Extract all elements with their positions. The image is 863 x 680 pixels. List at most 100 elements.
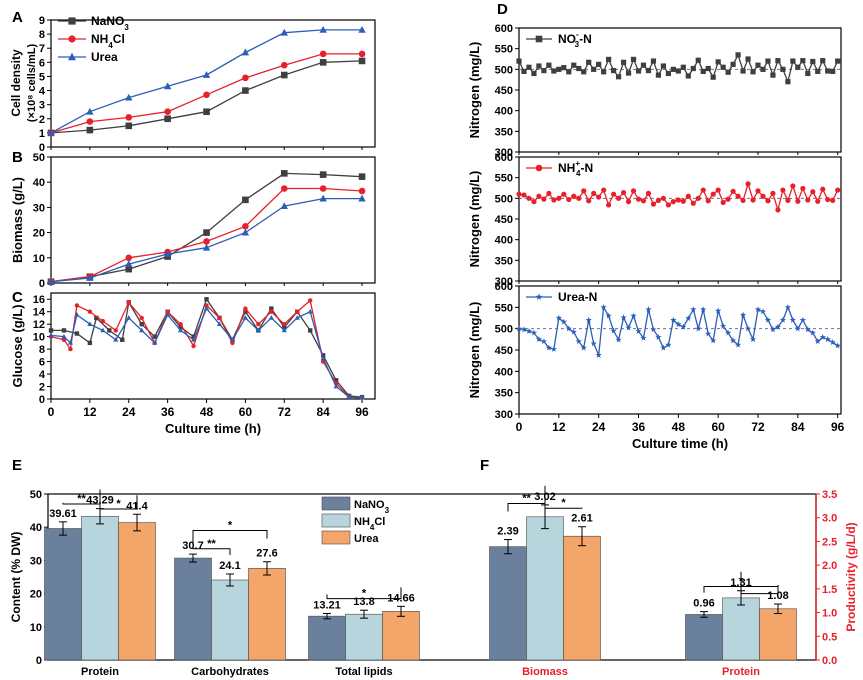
legend-label-after: -N <box>580 161 593 175</box>
y2-tick-label: 0.0 <box>822 655 837 667</box>
data-point-urea <box>319 25 327 33</box>
data-point-nh4cl <box>630 188 637 194</box>
data-point-nano3 <box>810 58 816 65</box>
data-point-urea <box>320 355 326 361</box>
data-point-nh4cl <box>100 318 106 324</box>
data-point-urea <box>280 202 288 210</box>
legend-label: NH+ 4-N <box>558 159 593 178</box>
data-point-urea <box>575 338 582 345</box>
data-point-urea <box>202 243 211 251</box>
data-label: 39.61 <box>49 508 77 520</box>
data-point-nh4cl <box>700 187 706 193</box>
data-point-nano3 <box>655 72 662 78</box>
y-tick-label: 6 <box>39 57 45 69</box>
data-point-nano3 <box>770 72 776 78</box>
data-point-nano3 <box>107 328 112 333</box>
significance-bracket <box>99 489 138 510</box>
legend-swatch-bar_nh4cl <box>321 513 351 528</box>
series-line-nano3 <box>518 53 839 84</box>
bar-bar_nano3 <box>44 528 82 661</box>
data-point-nh4cl <box>280 61 288 69</box>
significance-bracket <box>192 535 231 556</box>
data-point-nano3 <box>700 68 706 74</box>
data-point-urea <box>359 394 365 400</box>
data-point-urea <box>281 327 287 333</box>
legend-marker-urea <box>68 52 76 61</box>
legend-label-sup: - <box>576 30 579 39</box>
data-point-nh4cl <box>546 190 552 196</box>
data-point-nano3 <box>320 353 326 358</box>
significance-label: ** <box>77 493 86 505</box>
legend-label-text: NaNO <box>91 14 124 28</box>
data-point-nh4cl <box>795 198 801 204</box>
category-label: Protein <box>81 666 119 678</box>
y-tick-label: 400 <box>495 235 513 247</box>
panel-d3: 300 350 400 450 500 550 600 0 12 24 36 48 60 72 84 96 Cu… <box>495 281 845 451</box>
series-line-nano3 <box>50 172 363 283</box>
data-point-nh4cl <box>242 223 249 230</box>
data-point-urea <box>690 306 697 313</box>
y-tick-label: 400 <box>495 106 513 118</box>
data-point-nano3 <box>561 65 567 71</box>
data-point-urea <box>346 394 352 399</box>
significance-bracket <box>740 571 779 595</box>
data-point-nano3 <box>551 68 557 74</box>
data-point-nh4cl <box>770 190 776 196</box>
legend-label-text: NaNO <box>354 499 385 511</box>
panel-b: 0 10 20 30 40 50 <box>33 152 376 290</box>
data-point-urea <box>178 327 184 333</box>
data-point-nano3 <box>280 170 288 177</box>
data-point-nh4cl <box>191 343 196 349</box>
data-point-urea <box>640 334 647 341</box>
data-point-urea <box>610 327 617 334</box>
data-point-nano3 <box>280 71 288 79</box>
data-point-nano3 <box>164 115 171 123</box>
y-axis-label-d2: Nitrogen (mg/L) <box>467 171 482 268</box>
bar-bar_nh4cl <box>722 597 760 661</box>
data-point-nh4cl <box>295 309 300 314</box>
bar-bar_nh4cl <box>211 579 249 661</box>
y-tick-label: 300 <box>495 147 513 159</box>
data-point-nano3 <box>675 68 681 74</box>
data-point-nh4cl <box>358 187 366 195</box>
data-point-nano3 <box>48 328 54 333</box>
data-point-nano3 <box>152 334 157 339</box>
data-point-nh4cl <box>591 190 597 196</box>
data-point-nh4cl <box>820 186 826 192</box>
data-point-nano3 <box>680 64 686 70</box>
data-point-nh4cl <box>835 187 841 193</box>
data-point-nano3 <box>650 58 657 64</box>
data-point-nh4cl <box>830 197 836 203</box>
legend-label-sub: 3 <box>385 506 390 515</box>
category-label: Carbohydrates <box>191 666 269 678</box>
data-point-urea <box>307 308 313 314</box>
data-point-urea <box>630 312 637 319</box>
data-point-urea <box>163 250 172 257</box>
data-point-urea <box>625 324 632 331</box>
data-point-nh4cl <box>685 193 691 199</box>
data-point-urea <box>86 274 94 281</box>
data-point-nh4cl <box>640 198 647 204</box>
y-tick-label: 30 <box>30 555 42 567</box>
y-axis-label-a-unit: (×10⁸ cells/mL) <box>26 44 38 123</box>
data-point-nh4cl <box>765 198 771 204</box>
data-point-urea <box>635 327 642 334</box>
data-point-urea <box>769 326 777 333</box>
y2-tick-label: 1.0 <box>822 608 837 620</box>
data-label: 2.39 <box>497 526 518 538</box>
data-point-nh4cl <box>280 185 288 192</box>
data-point-nh4cl <box>615 195 622 201</box>
data-point-nh4cl <box>805 197 811 203</box>
y-tick-label: 10 <box>33 332 45 344</box>
series-line-urea <box>518 305 839 358</box>
data-point-urea <box>784 304 791 310</box>
data-point-urea <box>525 327 533 334</box>
data-point-nh4cl <box>566 196 572 203</box>
data-point-urea <box>730 337 737 344</box>
legend-label-sub: 4 <box>108 41 113 50</box>
data-point-nh4cl <box>178 321 183 327</box>
data-point-nano3 <box>139 321 144 327</box>
data-point-nh4cl <box>139 315 144 321</box>
x-tick-label: 12 <box>552 420 566 434</box>
x-tick-label: 0 <box>48 405 55 419</box>
